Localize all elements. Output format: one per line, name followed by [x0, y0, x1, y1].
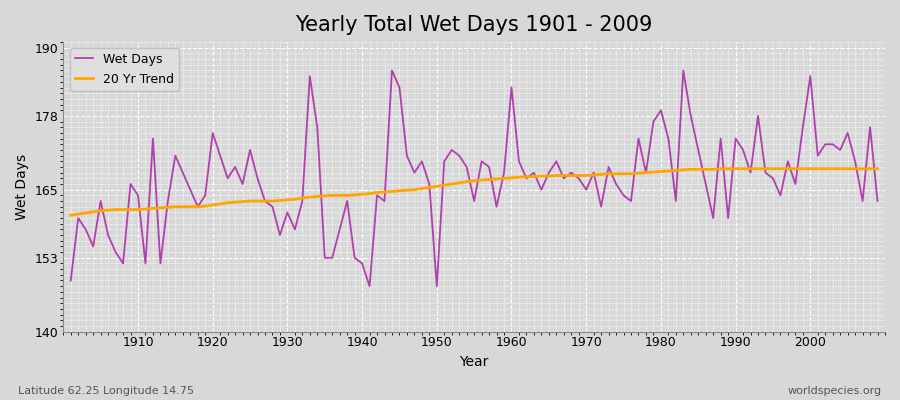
Legend: Wet Days, 20 Yr Trend: Wet Days, 20 Yr Trend — [69, 48, 179, 91]
20 Yr Trend — [506, 175, 517, 180]
Wet Days — [125, 182, 136, 186]
Wet Days — [364, 284, 375, 288]
20 Yr Trend — [596, 172, 607, 177]
Wet Days — [387, 68, 398, 73]
Y-axis label: Wet Days: Wet Days — [15, 154, 29, 220]
20 Yr Trend — [125, 207, 136, 212]
20 Yr Trend — [499, 176, 509, 181]
Text: worldspecies.org: worldspecies.org — [788, 386, 882, 396]
Text: Latitude 62.25 Longitude 14.75: Latitude 62.25 Longitude 14.75 — [18, 386, 194, 396]
Wet Days — [872, 199, 883, 204]
Title: Yearly Total Wet Days 1901 - 2009: Yearly Total Wet Days 1901 - 2009 — [295, 15, 652, 35]
20 Yr Trend — [290, 197, 301, 202]
20 Yr Trend — [334, 193, 345, 198]
20 Yr Trend — [66, 213, 77, 218]
Line: 20 Yr Trend: 20 Yr Trend — [71, 169, 878, 215]
Wet Days — [290, 227, 301, 232]
Wet Days — [334, 227, 345, 232]
Line: Wet Days: Wet Days — [71, 70, 878, 286]
Wet Days — [611, 182, 622, 186]
Wet Days — [514, 159, 525, 164]
20 Yr Trend — [716, 166, 726, 171]
Wet Days — [521, 176, 532, 181]
20 Yr Trend — [872, 166, 883, 171]
X-axis label: Year: Year — [460, 355, 489, 369]
Wet Days — [66, 278, 77, 283]
